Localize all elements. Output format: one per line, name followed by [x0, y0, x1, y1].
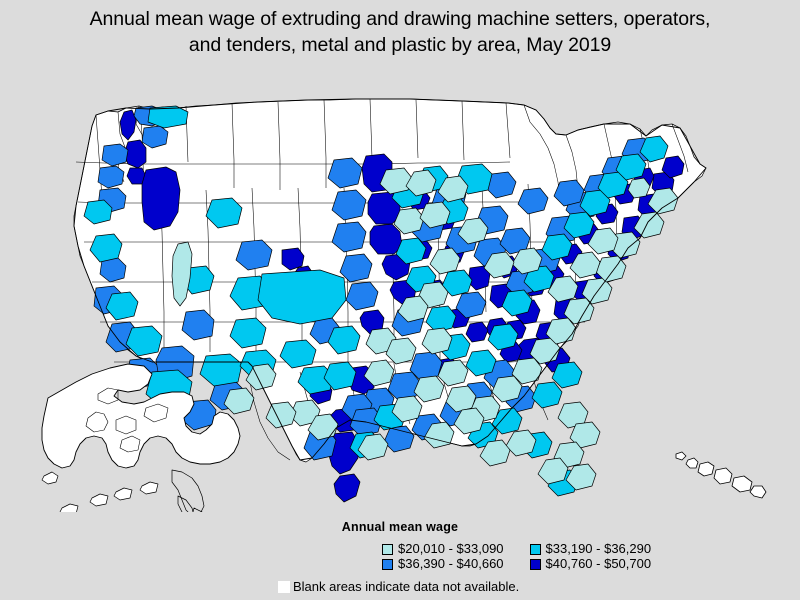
- legend-swatch-class-1: [382, 543, 393, 555]
- hawaii-inset[interactable]: [675, 451, 767, 499]
- page-title: Annual mean wage of extruding and drawin…: [0, 6, 800, 58]
- legend-swatch-no-data: [278, 581, 290, 593]
- legend-item-class-3[interactable]: $36,390 - $40,660: [382, 557, 504, 571]
- legend-title: Annual mean wage: [341, 520, 459, 534]
- alaska-inset[interactable]: [41, 363, 241, 512]
- legend-swatch-class-4: [529, 558, 541, 570]
- legend-label-class-3: $36,390 - $40,660: [398, 556, 504, 571]
- legend-swatch-class-3: [382, 558, 393, 570]
- state-outlines: [73, 98, 707, 461]
- legend-label-class-2: $33,190 - $36,290: [545, 541, 652, 556]
- legend-classes: $20,010 - $33,090 $33,190 - $36,290 $36,…: [382, 542, 651, 571]
- legend-no-data-note: Blank areas indicate data not available.: [278, 580, 519, 594]
- map-legend: Annual mean wage $20,010 - $33,090 $33,1…: [0, 516, 800, 600]
- legend-swatch-class-2: [529, 543, 541, 555]
- legend-label-class-1: $20,010 - $33,090: [398, 541, 504, 556]
- areas-class-20010-33090[interactable]: [171, 167, 679, 491]
- title-line-1: Annual mean wage of extruding and drawin…: [89, 8, 711, 30]
- legend-label-class-4: $40,760 - $50,700: [545, 556, 652, 571]
- map-svg[interactable]: [0, 72, 800, 512]
- legend-item-class-4[interactable]: $40,760 - $50,700: [529, 556, 652, 571]
- legend-no-data-text: Blank areas indicate data not available.: [293, 579, 520, 594]
- legend-item-class-1[interactable]: $20,010 - $33,090: [382, 542, 504, 556]
- choropleth-map[interactable]: [0, 72, 800, 512]
- title-line-2: and tenders, metal and plastic by area, …: [188, 34, 612, 56]
- legend-item-class-2[interactable]: $33,190 - $36,290: [529, 541, 652, 556]
